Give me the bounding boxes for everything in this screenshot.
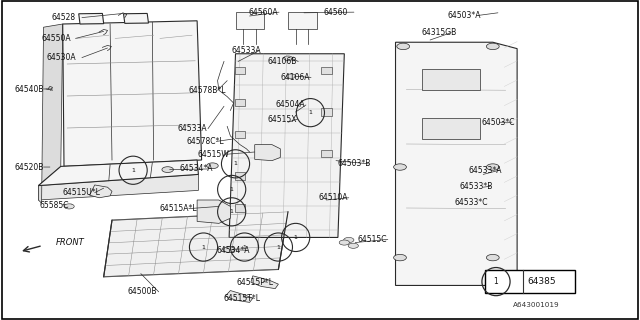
Bar — [235, 131, 245, 138]
Polygon shape — [124, 13, 148, 23]
Polygon shape — [251, 276, 278, 289]
Text: 64550A: 64550A — [42, 34, 71, 43]
Text: 64528: 64528 — [51, 13, 76, 22]
Circle shape — [64, 204, 74, 209]
Polygon shape — [104, 212, 288, 277]
Text: 1: 1 — [493, 277, 499, 286]
Text: 64515A*L: 64515A*L — [160, 204, 198, 213]
Text: 64578B*L: 64578B*L — [189, 86, 227, 95]
Polygon shape — [38, 24, 63, 203]
Text: 64560: 64560 — [323, 8, 348, 17]
Text: 1: 1 — [276, 244, 280, 250]
Circle shape — [223, 247, 235, 252]
Bar — [321, 150, 332, 157]
Text: 64106B: 64106B — [268, 57, 297, 66]
Text: 64515P*L: 64515P*L — [237, 278, 274, 287]
Text: 64540B: 64540B — [14, 85, 44, 94]
Text: 64530A: 64530A — [46, 53, 76, 62]
Circle shape — [486, 164, 499, 170]
Text: 64533*B: 64533*B — [460, 182, 493, 191]
Circle shape — [397, 43, 410, 50]
Polygon shape — [255, 145, 280, 161]
Polygon shape — [38, 160, 198, 186]
Polygon shape — [38, 174, 198, 200]
Bar — [235, 99, 245, 106]
Circle shape — [339, 240, 349, 245]
Bar — [321, 67, 332, 74]
Text: 1: 1 — [234, 161, 237, 166]
Polygon shape — [236, 12, 264, 29]
Text: 64503*A: 64503*A — [448, 11, 481, 20]
Polygon shape — [90, 185, 112, 198]
Text: 1: 1 — [294, 235, 298, 240]
Text: 64533*A: 64533*A — [468, 166, 502, 175]
Text: 1: 1 — [202, 244, 205, 250]
Circle shape — [394, 254, 406, 261]
Text: 65585C: 65585C — [40, 201, 69, 210]
Polygon shape — [422, 69, 480, 90]
Text: 64515X: 64515X — [268, 115, 297, 124]
Text: 64534*A: 64534*A — [179, 164, 212, 173]
Text: 64504A: 64504A — [275, 100, 305, 109]
Bar — [235, 67, 245, 74]
Text: 64106A: 64106A — [280, 73, 310, 82]
Text: FRONT: FRONT — [56, 238, 84, 247]
Text: A643001019: A643001019 — [513, 302, 560, 308]
Bar — [321, 108, 332, 116]
Text: 64503*C: 64503*C — [481, 118, 515, 127]
Text: 64578C*L: 64578C*L — [187, 137, 225, 146]
Polygon shape — [229, 54, 344, 237]
Polygon shape — [396, 42, 517, 285]
Text: 1: 1 — [308, 110, 312, 115]
Bar — [485, 270, 575, 293]
Text: 1: 1 — [243, 244, 246, 250]
Circle shape — [486, 254, 499, 261]
Text: 64515T*L: 64515T*L — [224, 294, 261, 303]
Text: 64533A: 64533A — [178, 124, 207, 133]
Text: 64510A: 64510A — [319, 193, 348, 202]
Text: 64503*B: 64503*B — [338, 159, 371, 168]
Text: 64385: 64385 — [528, 277, 557, 286]
Circle shape — [162, 167, 173, 172]
Text: 64533A: 64533A — [232, 46, 261, 55]
Bar — [235, 172, 245, 180]
Text: 64560A: 64560A — [248, 8, 278, 17]
Polygon shape — [63, 21, 202, 166]
Bar — [235, 204, 245, 212]
Polygon shape — [79, 13, 104, 24]
Circle shape — [344, 237, 354, 243]
Polygon shape — [422, 118, 480, 139]
Polygon shape — [288, 12, 317, 29]
Circle shape — [486, 43, 499, 50]
Text: 1: 1 — [230, 209, 234, 214]
Text: 64534*A: 64534*A — [216, 246, 250, 255]
Text: 64515W: 64515W — [197, 150, 229, 159]
Polygon shape — [225, 291, 253, 302]
Text: 1: 1 — [230, 187, 234, 192]
Polygon shape — [197, 200, 230, 223]
Circle shape — [284, 56, 292, 60]
Circle shape — [287, 74, 296, 78]
Text: 64533*C: 64533*C — [454, 198, 488, 207]
Text: 64500B: 64500B — [128, 287, 157, 296]
Circle shape — [348, 243, 358, 248]
Circle shape — [394, 164, 406, 170]
Circle shape — [207, 163, 218, 169]
Text: 64515C: 64515C — [357, 235, 387, 244]
Text: 64315GB: 64315GB — [421, 28, 456, 37]
Text: 64515U*L: 64515U*L — [63, 188, 100, 197]
Text: 1: 1 — [131, 168, 135, 173]
Text: 64520B: 64520B — [14, 163, 44, 172]
